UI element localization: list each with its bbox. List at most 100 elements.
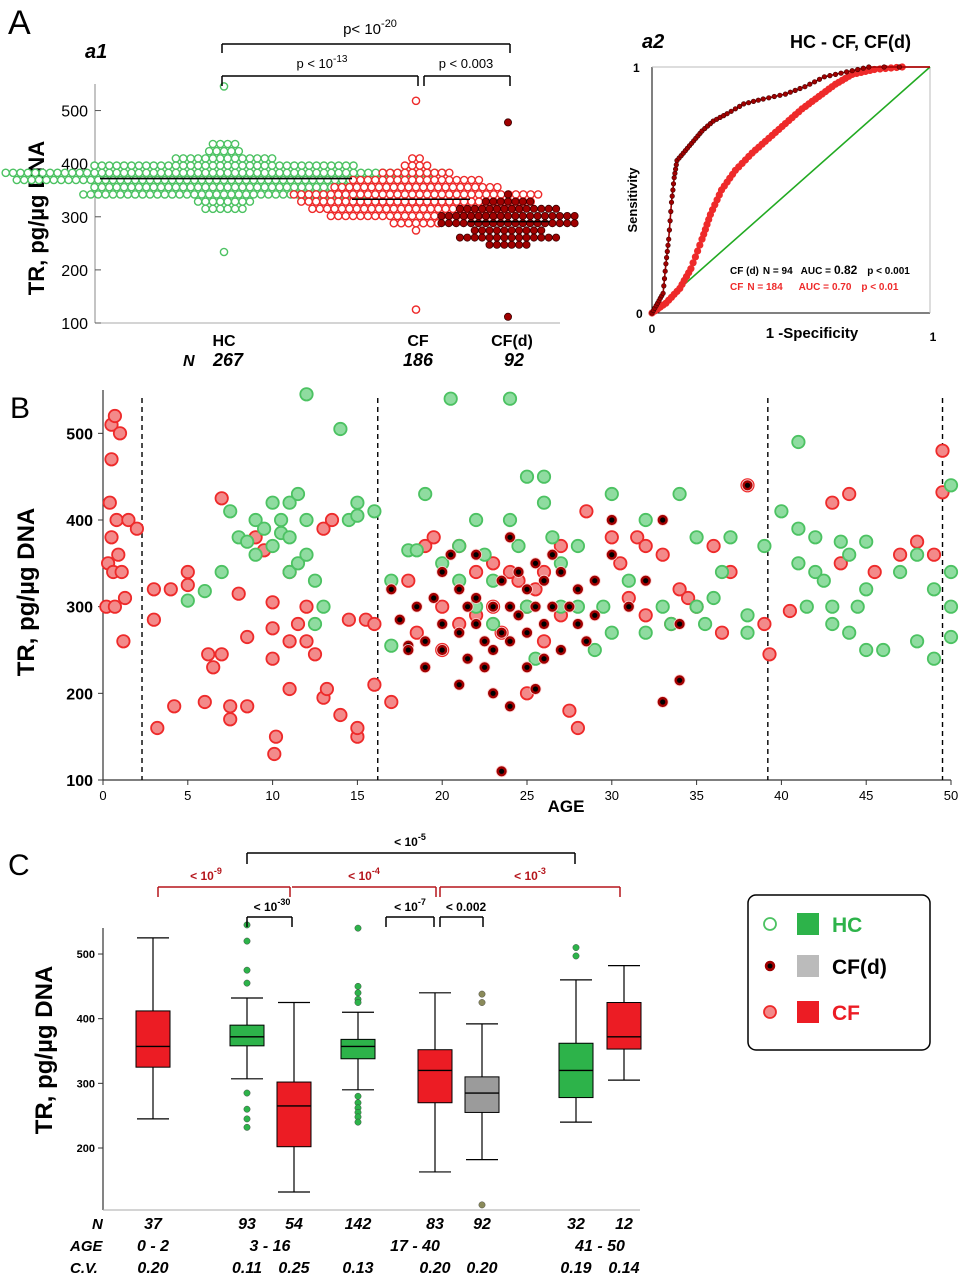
a1-point: [363, 168, 373, 178]
b-point-hc: [604, 486, 619, 502]
a1-point: [352, 204, 362, 214]
svg-text:p< 10-20: p< 10-20: [343, 18, 397, 38]
a1-y-tick-label: 300: [61, 210, 88, 227]
b-point-cfd-center: [558, 647, 564, 653]
a1-point: [97, 168, 107, 178]
a1-point: [153, 175, 162, 185]
a2-roc-point: [802, 84, 808, 90]
a1-point: [422, 175, 432, 185]
a1-point: [201, 204, 210, 214]
b-point-hc: [468, 512, 484, 528]
a1-point: [400, 161, 410, 170]
b-point-cf: [401, 573, 416, 588]
a1-point: [86, 190, 96, 199]
a1-point: [492, 240, 501, 249]
a1-point: [363, 175, 373, 185]
a1-point: [419, 204, 428, 214]
a1-point: [171, 161, 181, 170]
b-point-hc: [536, 469, 552, 484]
a2-roc-point: [728, 108, 734, 114]
a2-roc-point: [838, 70, 844, 76]
a1-point: [252, 154, 262, 163]
c-row-label-n: N: [92, 1216, 104, 1233]
a1-point: [319, 168, 329, 178]
c-red-bracket-sup: -4: [372, 866, 380, 876]
a1-point: [12, 175, 22, 185]
a2-roc-point: [661, 283, 667, 289]
b-point-cf: [762, 647, 777, 662]
a1-point: [544, 204, 553, 213]
b-point-hc: [333, 421, 348, 437]
a1-point: [260, 168, 270, 178]
a1-point: [537, 204, 546, 213]
a1-point: [42, 175, 51, 185]
a1-point: [563, 219, 572, 228]
a1-point: [68, 168, 77, 178]
a1-point: [315, 175, 325, 185]
b-point-cfd-center: [558, 569, 564, 575]
a1-point: [119, 182, 129, 192]
a2-roc-point: [673, 162, 679, 168]
a1-point: [363, 190, 373, 199]
b-point-cf: [367, 677, 382, 692]
a1-point: [304, 182, 314, 192]
b-point-hc: [825, 616, 840, 632]
b-point-cfd-center: [456, 682, 462, 688]
b-point-cf: [316, 521, 331, 536]
a1-point: [112, 182, 121, 192]
b-point-cf: [240, 699, 255, 714]
a1-point: [234, 175, 244, 185]
c-row-label-age: AGE: [69, 1238, 104, 1255]
b-point-cfd-center: [532, 560, 539, 566]
a1-point: [356, 190, 365, 199]
c-outlier: [243, 1115, 251, 1123]
a1-point: [296, 197, 306, 206]
a1-point: [105, 168, 114, 178]
a2-legend: CF (d) N = 94 AUC = 0.82 p < 0.001 CF N = 184…: [730, 263, 910, 293]
c-table-cv: 0.14: [608, 1260, 639, 1277]
a1-point: [175, 175, 184, 185]
a2-roc-point: [663, 261, 669, 267]
a1-point: [79, 190, 88, 199]
c-outlier: [354, 924, 362, 932]
a1-point: [315, 204, 325, 214]
a1-point: [507, 226, 516, 235]
a1-point: [493, 182, 502, 192]
a1-point: [533, 211, 542, 220]
b-point-hc: [350, 495, 365, 510]
a1-point: [234, 190, 244, 199]
b-point-cfd-center: [677, 621, 683, 627]
a1-point: [407, 211, 417, 221]
a1-point: [356, 211, 365, 221]
svg-text:< 10-4: < 10-4: [348, 866, 380, 883]
a1-point: [496, 219, 505, 228]
a1-point: [178, 154, 188, 163]
b-point-cf: [655, 547, 670, 562]
a1-point: [341, 211, 351, 221]
a1-point: [105, 161, 114, 170]
c-table-age: 3 - 16: [250, 1238, 291, 1255]
b-point-cf: [926, 547, 942, 562]
panel-label-b: B: [10, 392, 30, 425]
a1-point: [349, 168, 358, 178]
a1-point: [541, 211, 550, 220]
b-point-cf: [109, 512, 124, 528]
a1-point: [404, 182, 413, 192]
b-point-cf: [223, 712, 238, 727]
a1-point: [252, 182, 262, 192]
a1-point: [500, 233, 509, 242]
a1-point: [326, 161, 336, 170]
b-point-cf: [121, 512, 136, 528]
a1-point: [341, 197, 351, 206]
a1-point: [348, 211, 358, 221]
a1-point: [485, 204, 494, 213]
a1-point: [452, 219, 461, 228]
a1-point: [296, 190, 306, 199]
b-point-hc: [197, 583, 212, 599]
a1-point: [212, 146, 221, 156]
b-point-cfd-center: [660, 517, 666, 523]
a1-point: [407, 168, 417, 178]
b-point-cf: [562, 703, 577, 718]
c-outlier: [243, 966, 251, 974]
a1-point: [511, 197, 520, 206]
